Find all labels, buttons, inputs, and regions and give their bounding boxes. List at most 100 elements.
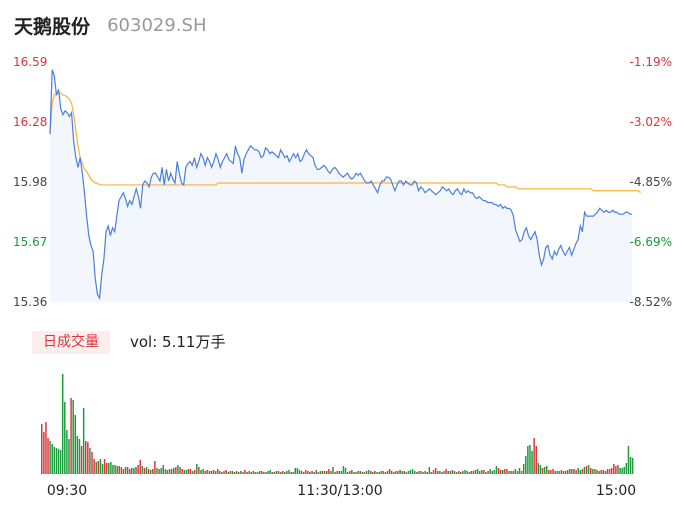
volume-bar [399, 470, 401, 474]
volume-bar [93, 459, 95, 474]
volume-bar [242, 472, 244, 474]
volume-bar [602, 470, 605, 474]
volume-bar [173, 468, 175, 474]
volume-bar [137, 465, 139, 474]
volume-bar [258, 471, 261, 474]
volume-bar [210, 471, 213, 474]
volume-bar [43, 432, 45, 474]
volume-bar [487, 471, 489, 474]
volume-bar [571, 469, 573, 474]
volume-bar [554, 471, 556, 474]
volume-bar [271, 472, 273, 474]
stock-name: 天鹅股份 [14, 16, 91, 38]
volume-bar [556, 471, 558, 474]
volume-bar [152, 469, 154, 474]
volume-bar [95, 462, 97, 474]
volume-bar [537, 463, 540, 474]
price-line [49, 69, 632, 301]
volume-bar [252, 471, 255, 474]
volume-bar [68, 439, 70, 474]
volume-bar [514, 469, 517, 474]
volume-bar [590, 468, 592, 474]
volume-bar [334, 472, 336, 474]
volume-bar [359, 471, 361, 474]
volume-bar [66, 430, 68, 474]
volume-bar [403, 471, 405, 474]
x-tick-label: 11:30/13:00 [297, 483, 382, 499]
volume-bar [145, 467, 148, 474]
volume-bar [122, 469, 125, 474]
volume-bar [261, 471, 263, 474]
volume-bar [269, 470, 271, 474]
volume-bar [346, 472, 349, 474]
volume-bar [516, 471, 519, 474]
volume-bar [506, 469, 508, 474]
volume-bar [497, 468, 500, 474]
volume-bar [363, 472, 366, 474]
volume-bar [233, 472, 236, 474]
volume-bar [85, 441, 87, 474]
volume-bar [298, 470, 301, 474]
volume-bar [357, 471, 359, 474]
volume-bar [340, 471, 343, 474]
volume-bar [328, 469, 330, 474]
volume-bar [478, 471, 481, 474]
volume-bar [256, 472, 259, 474]
volume-bar [522, 464, 525, 474]
volume-bar [61, 374, 64, 474]
volume-bar [133, 468, 135, 474]
volume-bar [424, 471, 426, 474]
volume-bar [508, 471, 510, 474]
volume-bar [439, 471, 441, 474]
volume-bar [621, 468, 623, 474]
volume-bar [384, 472, 387, 474]
volume-bar [183, 470, 185, 474]
volume-bar [405, 472, 408, 474]
volume-bar [149, 470, 152, 474]
volume-bar [225, 470, 227, 474]
volume-bar [367, 470, 370, 474]
volume-bar [422, 472, 424, 474]
volume-bar [460, 472, 462, 474]
volume-bar [342, 466, 345, 474]
price-area [50, 69, 632, 302]
volume-bar [344, 468, 347, 474]
volume-bar [319, 471, 322, 474]
volume-bar [202, 469, 204, 474]
volume-bar [126, 467, 129, 474]
volume-bar [615, 466, 617, 474]
volume-bar [198, 467, 200, 474]
volume-bar [397, 471, 399, 474]
volume-bar [292, 472, 294, 474]
volume-bar [185, 470, 188, 474]
volume-bar [606, 469, 609, 474]
volume-bar [432, 470, 435, 474]
volume-bar [170, 469, 173, 474]
volume-bar [114, 465, 116, 474]
volume-bar [286, 471, 288, 474]
volume-bar [59, 450, 62, 474]
volume-bar [76, 436, 79, 474]
volume-bar [573, 469, 575, 474]
volume-bar [101, 464, 104, 474]
volume-bar [317, 472, 320, 474]
volume-bar [353, 472, 355, 474]
x-tick-label: 15:00 [596, 483, 636, 499]
volume-bar [466, 471, 468, 474]
volume-bar [296, 468, 299, 474]
volume-bar [629, 457, 632, 474]
volume-bar [464, 470, 466, 474]
volume-bar [223, 471, 225, 474]
volume-bar [229, 471, 232, 474]
volume-bar [445, 469, 447, 474]
volume-bar [187, 469, 190, 474]
volume-bar [235, 471, 238, 474]
volume-bar [380, 471, 382, 474]
volume-bar [237, 472, 240, 474]
volume-bar [57, 449, 60, 474]
volume-badge: 日成交量 [32, 331, 110, 354]
volume-bar [416, 472, 418, 474]
volume-bar [613, 464, 615, 474]
volume-bar [315, 470, 317, 474]
volume-bar [434, 468, 437, 474]
